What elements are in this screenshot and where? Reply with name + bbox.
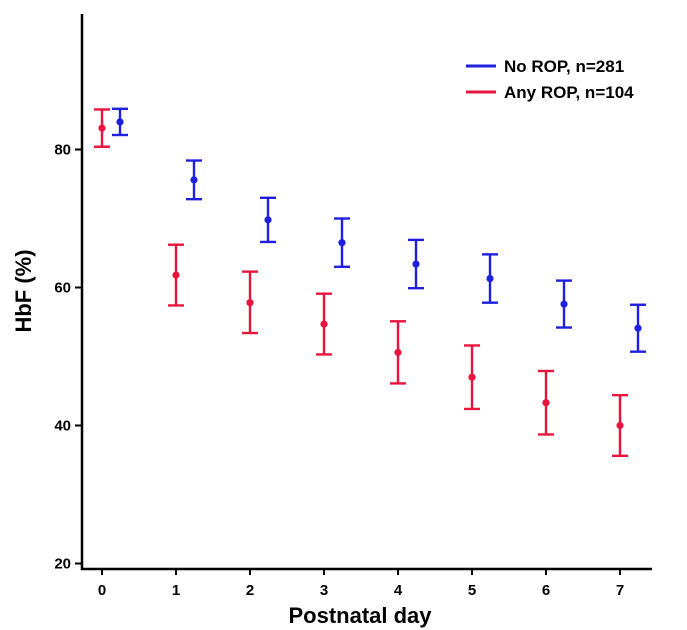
data-point [560, 300, 568, 308]
series-no-rop [112, 107, 646, 353]
data-point [172, 271, 180, 279]
x-ticks: 0 1 2 3 4 5 6 7 [98, 569, 624, 599]
x-tick-label: 7 [616, 582, 624, 599]
legend: No ROP, n=281 Any ROP, n=104 [466, 57, 634, 102]
data-point [634, 324, 642, 332]
y-tick-label: 20 [54, 556, 71, 573]
legend-label: Any ROP, n=104 [504, 83, 634, 102]
x-axis-label: Postnatal day [288, 603, 432, 628]
data-point [412, 260, 420, 268]
x-tick-label: 1 [172, 582, 180, 599]
data-point [264, 216, 272, 224]
y-tick-label: 80 [54, 142, 71, 159]
x-tick-label: 0 [98, 582, 106, 599]
data-point [190, 176, 198, 184]
x-tick-label: 4 [394, 582, 403, 599]
legend-label: No ROP, n=281 [504, 57, 624, 76]
series-any-rop [94, 108, 628, 458]
data-point [246, 299, 254, 307]
data-point [468, 373, 476, 381]
y-ticks: 20 40 60 80 [54, 142, 82, 573]
x-tick-label: 2 [246, 582, 254, 599]
x-tick-label: 5 [468, 582, 476, 599]
y-tick-label: 60 [54, 280, 71, 297]
x-tick-label: 6 [542, 582, 550, 599]
data-point [486, 274, 494, 283]
data-point [616, 421, 624, 430]
x-tick-label: 3 [320, 582, 328, 599]
data-point [98, 124, 106, 132]
data-point [338, 239, 346, 247]
y-axis-label: HbF (%) [11, 249, 36, 332]
data-point [116, 118, 124, 126]
series-layer [94, 107, 646, 458]
data-point [394, 348, 402, 356]
data-point [542, 399, 550, 407]
y-tick-label: 40 [54, 418, 71, 435]
data-point [320, 320, 328, 328]
